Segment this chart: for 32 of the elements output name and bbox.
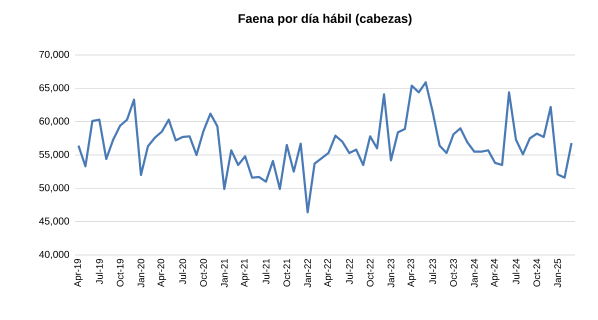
x-tick-label: Jul-19 [96, 258, 103, 284]
x-tick-label: Jul-23 [429, 258, 436, 284]
x-tick-label: Jul-24 [512, 258, 520, 284]
chart-title: Faena por día hábil (cabezas) [238, 14, 412, 26]
x-tick-label: Jan-25 [554, 258, 561, 288]
x-tick-label: Apr-23 [408, 258, 416, 288]
y-tick-label: 55,000 [39, 150, 70, 160]
x-tick-label: Oct-24 [533, 258, 540, 287]
x-tick-label: Apr-20 [158, 258, 166, 288]
x-tick-label: Jan-21 [220, 258, 228, 288]
x-tick-label: Oct-20 [200, 258, 207, 287]
y-tick-label: 40,000 [39, 250, 70, 260]
y-tick-label: 50,000 [39, 184, 70, 192]
y-tick-label: 45,000 [39, 218, 70, 226]
x-tick-label: Apr-24 [490, 258, 500, 288]
y-tick-label: 70,000 [39, 50, 70, 60]
x-tick-label: Oct-19 [116, 258, 124, 287]
x-tick-label: Oct-21 [283, 258, 290, 287]
x-tick-label: Jul-20 [179, 258, 186, 284]
x-tick-label: Apr-22 [324, 258, 333, 288]
x-tick-label: Jul-21 [262, 258, 270, 284]
x-tick-label: Jan-22 [304, 258, 312, 288]
x-tick-label: Apr-19 [74, 258, 83, 288]
x-tick-label: Jul-22 [346, 258, 353, 284]
x-tick-label: Jan-23 [388, 258, 394, 288]
x-tick-label: Jan-20 [138, 258, 144, 288]
x-tick-label: Jan-24 [470, 258, 478, 288]
x-tick-label: Oct-22 [366, 258, 374, 287]
y-tick-label: 65,000 [39, 84, 70, 92]
x-tick-label: Apr-21 [240, 258, 250, 288]
y-tick-label: 60,000 [39, 118, 70, 126]
x-tick-label: Oct-23 [450, 258, 457, 287]
